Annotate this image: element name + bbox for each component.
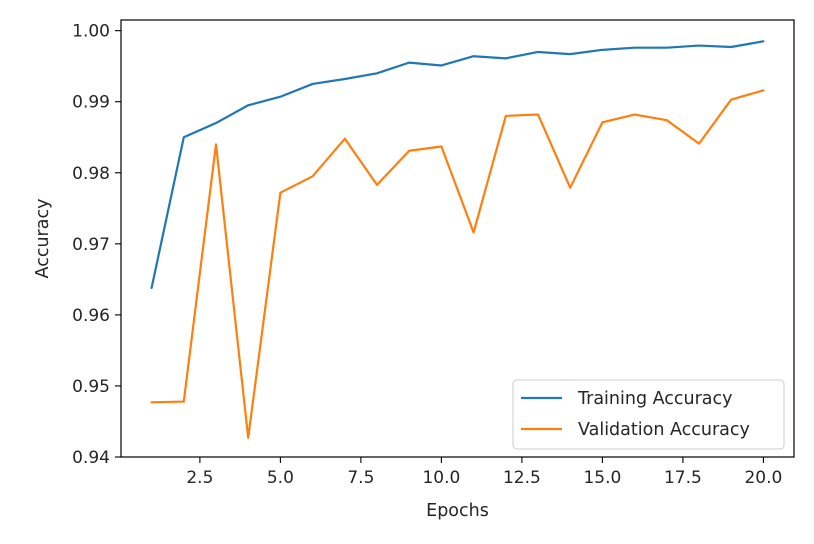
y-tick-label: 0.98: [72, 164, 110, 184]
y-tick-label: 1.00: [72, 22, 110, 42]
y-axis-label: Accuracy: [33, 199, 53, 279]
y-tick-label: 0.96: [72, 306, 110, 326]
x-tick-label: 5.0: [267, 468, 294, 488]
x-tick-label: 2.5: [186, 468, 213, 488]
y-tick-label: 0.97: [72, 235, 110, 255]
x-tick-label: 10.0: [422, 468, 460, 488]
y-tick-label: 0.95: [72, 377, 110, 397]
x-tick-label: 20.0: [744, 468, 782, 488]
y-tick-label: 0.99: [72, 93, 110, 113]
x-axis-label: Epochs: [426, 501, 489, 521]
x-tick-label: 7.5: [347, 468, 374, 488]
x-tick-label: 12.5: [503, 468, 541, 488]
x-tick-label: 17.5: [664, 468, 702, 488]
legend: Training Accuracy Validation Accuracy: [513, 380, 784, 449]
x-tick-label: 15.0: [583, 468, 621, 488]
legend-label-training: Training Accuracy: [577, 389, 733, 409]
legend-label-validation: Validation Accuracy: [578, 420, 750, 440]
y-tick-label: 0.94: [72, 448, 110, 468]
